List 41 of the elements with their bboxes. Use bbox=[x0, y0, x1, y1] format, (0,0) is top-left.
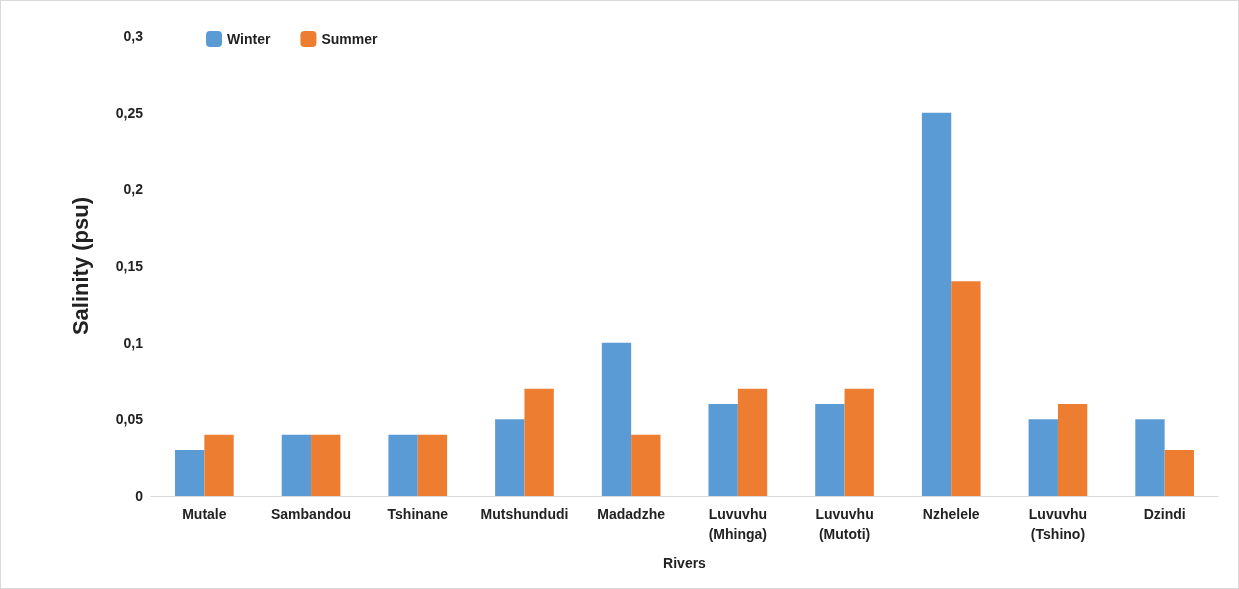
y-tick-label: 0,05 bbox=[115, 411, 144, 428]
x-tick-label: Mutshundudi bbox=[480, 506, 569, 522]
bar bbox=[281, 434, 312, 496]
bar bbox=[388, 434, 418, 496]
x-tick-label: Luvuvhu (Mhinga) bbox=[708, 506, 768, 542]
bar bbox=[524, 388, 554, 496]
x-tick-label: Mutale bbox=[182, 506, 227, 522]
y-tick-label: 0,2 bbox=[123, 181, 144, 198]
x-axis-title: Rivers bbox=[663, 555, 707, 571]
bar bbox=[204, 434, 234, 496]
x-tick-label: Luvuvhu (Mutoti) bbox=[815, 506, 874, 542]
legend-label: Winter bbox=[227, 31, 271, 47]
y-tick-label: 0,15 bbox=[115, 258, 144, 274]
bar bbox=[175, 450, 205, 496]
bar bbox=[1135, 419, 1165, 496]
bar bbox=[951, 281, 981, 496]
bar bbox=[631, 434, 661, 496]
x-tick-label: Tshinane bbox=[387, 506, 449, 522]
bar bbox=[737, 388, 768, 496]
x-tick-label: Dzindi bbox=[1143, 506, 1186, 522]
bar bbox=[311, 434, 341, 496]
y-tick-label: 0,25 bbox=[115, 104, 144, 121]
x-tick-label: Sambandou bbox=[270, 506, 352, 522]
legend-label: Summer bbox=[321, 31, 378, 47]
x-tick-label: Luvuvhu (Tshino) bbox=[1028, 506, 1088, 542]
bar bbox=[708, 404, 738, 496]
y-axis-title: Salinity (psu) bbox=[67, 196, 93, 336]
x-tick-label: Madadzhe bbox=[597, 506, 666, 522]
bar bbox=[815, 404, 845, 496]
bar bbox=[1057, 404, 1088, 496]
bar bbox=[1028, 419, 1058, 496]
bar bbox=[601, 342, 632, 496]
y-tick-label: 0,1 bbox=[123, 334, 144, 351]
bar bbox=[844, 388, 874, 496]
x-tick-label: Nzhelele bbox=[922, 506, 980, 522]
bar bbox=[1164, 450, 1194, 496]
bar bbox=[495, 419, 525, 496]
bar bbox=[921, 112, 952, 496]
bar bbox=[417, 434, 448, 496]
y-tick-label: 0 bbox=[135, 488, 144, 504]
y-tick-label: 0,3 bbox=[123, 28, 144, 44]
